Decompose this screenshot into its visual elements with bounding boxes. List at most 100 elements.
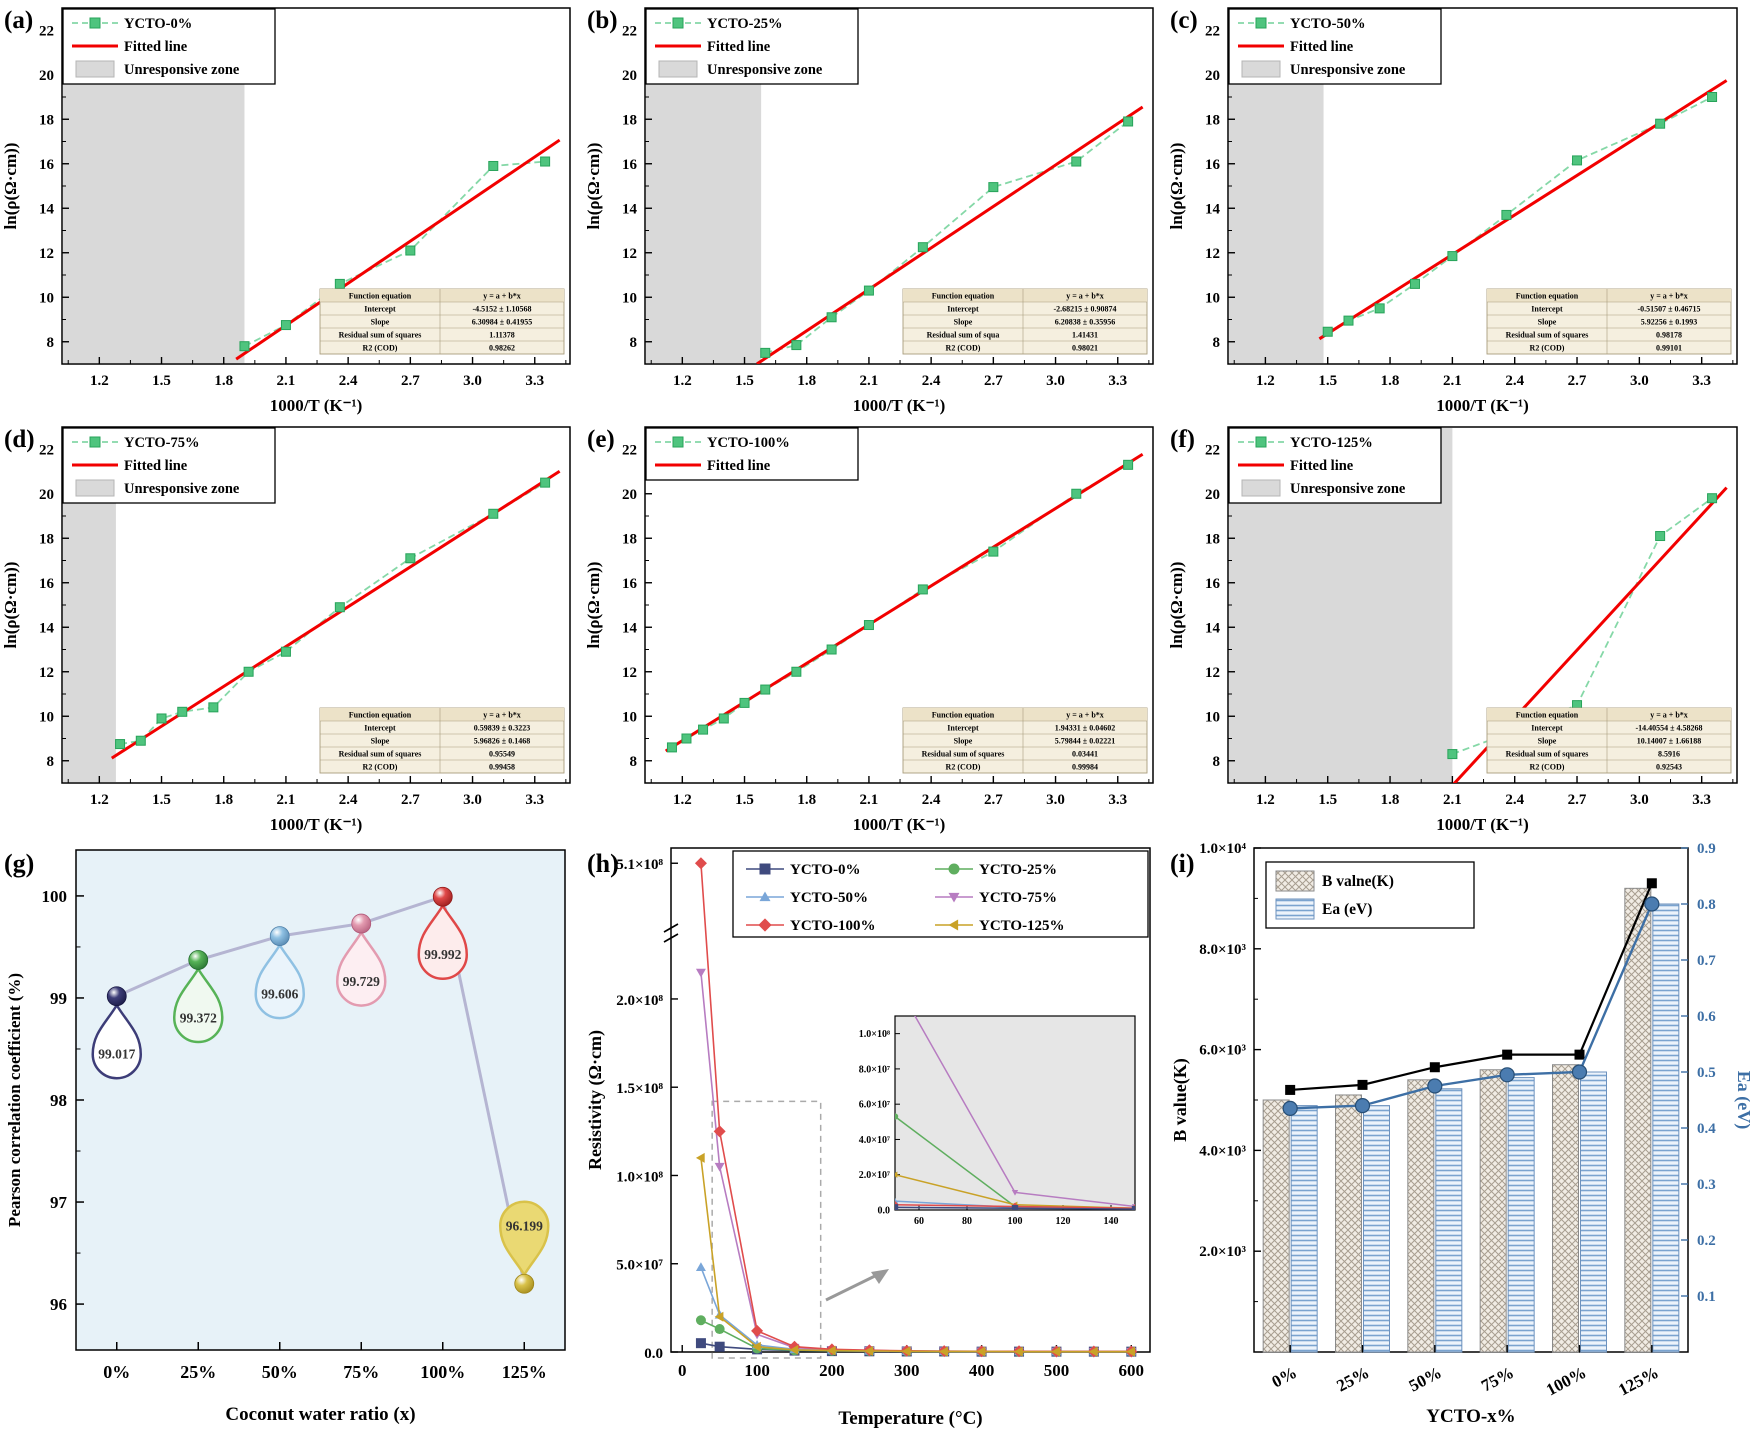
panel-letter: (c) (1170, 7, 1198, 34)
series-marker (948, 892, 960, 903)
label: 2.1 (277, 373, 296, 389)
label: 22 (39, 442, 54, 458)
label: 14 (622, 620, 638, 636)
label: 10 (622, 709, 637, 725)
label: 4.0×10³ (1199, 1143, 1246, 1159)
series-marker (948, 919, 959, 931)
panel-letter: (f) (1170, 426, 1195, 453)
table-cell: 5.79844 ± 0.02221 (1055, 737, 1115, 746)
data-point (1447, 749, 1458, 760)
label: 100% (1543, 1363, 1589, 1400)
ea-bar (1290, 1105, 1318, 1353)
stats-table: Function equation y = a + b*x Intercept 1.9… (902, 707, 1148, 774)
label: 22 (39, 23, 54, 39)
series-marker (713, 1125, 726, 1138)
series-marker (826, 1345, 836, 1356)
label: 14 (1205, 201, 1221, 217)
table-cell: 0.99458 (489, 763, 515, 772)
data-point (188, 950, 209, 970)
label: 100 (1008, 1216, 1023, 1227)
label: 6.0×10³ (1199, 1043, 1246, 1059)
series-marker (695, 1315, 706, 1326)
legend: YCTO-25% Fitted line Unresponsive zone (645, 8, 859, 85)
ea-bar (1435, 1088, 1463, 1353)
plot-background (76, 850, 565, 1350)
series-marker (695, 1152, 705, 1163)
data-series (664, 453, 1144, 753)
axes: 96 97 98 99 100 0% 25% 50% 75% 100% 125% (42, 887, 547, 1382)
ea-line (1282, 896, 1660, 1116)
legend-label: Fitted line (707, 39, 771, 55)
table-cell: y = a + b*x (1650, 711, 1688, 720)
data-point (739, 697, 750, 708)
label: 300 (894, 1361, 920, 1380)
table-cell: 0.99984 (1072, 763, 1098, 772)
table-cell: Slope (371, 737, 390, 746)
label: 20 (1205, 68, 1220, 84)
legend: YCTO-50% Fitted line Unresponsive zone (1228, 8, 1442, 85)
table-cell: Intercept (947, 724, 979, 733)
axes: 1.2 1.5 1.8 2.1 2.4 2.7 3.0 3.3 8 10 12 14 16 18 20 22 (39, 442, 567, 808)
table-cell: Residual sum of squares (1506, 331, 1589, 340)
label: 2.7 (401, 792, 420, 808)
legend-label: B valne(K) (1322, 873, 1394, 890)
label: 1.5 (1318, 373, 1337, 389)
stats-table: Function equation y = a + b*x Intercept 0.5… (319, 707, 565, 774)
panel-letter: (g) (4, 849, 34, 878)
value-droplet (254, 942, 306, 1020)
legend-label: YCTO-75% (979, 890, 1057, 906)
label: 96 (50, 1295, 67, 1314)
label: 3.3 (1108, 792, 1127, 808)
data-point (988, 182, 999, 193)
label: 8 (630, 754, 638, 770)
label: 125% (1615, 1363, 1661, 1400)
data-point (1655, 118, 1666, 129)
x-axis-label: 1000/T (K⁻¹) (270, 815, 363, 834)
label: 25% (1333, 1363, 1372, 1396)
data-point (208, 702, 219, 713)
b-value-bar (1479, 1069, 1507, 1353)
table-cell: y = a + b*x (483, 292, 521, 301)
label: 98 (50, 1091, 67, 1110)
inset-chart: 0.0 2.0×10⁷ 4.0×10⁷ 6.0×10⁷ 8.0×10⁷ 1.0×10⁸ 60… (859, 1015, 1136, 1227)
legend-label: Fitted line (1290, 458, 1354, 474)
series-marker (751, 1324, 764, 1337)
panel-c: 1.2 1.5 1.8 2.1 2.4 2.7 3.0 3.3 8 10 12 14 16 18 20 22 1… (1166, 0, 1750, 419)
label: 1.5 (1318, 792, 1337, 808)
label: 12 (39, 665, 54, 681)
label: 16 (39, 576, 55, 592)
table-cell: Intercept (364, 305, 396, 314)
label: 60 (914, 1216, 924, 1227)
legend-label: YCTO-125% (979, 918, 1065, 934)
label: 100% (420, 1362, 465, 1382)
data-point (1572, 155, 1583, 166)
label: 3.3 (525, 792, 544, 808)
label: 20 (622, 68, 637, 84)
legend: YCTO-0% Fitted line Unresponsive zone (62, 8, 276, 85)
table-cell: 6.20838 ± 0.35956 (1055, 318, 1115, 327)
table-cell: Function equation (1516, 711, 1579, 720)
label: 3.3 (1108, 373, 1127, 389)
series-marker (1131, 1205, 1135, 1210)
panel-letter: (i) (1170, 849, 1195, 878)
label: 1.0×10⁸ (616, 1169, 663, 1185)
label: 0% (1269, 1363, 1300, 1392)
label: 2.7 (984, 792, 1003, 808)
label: 1.0×10⁸ (859, 1029, 890, 1040)
data-point (334, 602, 345, 613)
label: 97 (50, 1193, 68, 1212)
panel-b-chart: 1.2 1.5 1.8 2.1 2.4 2.7 3.0 3.38101214161820221… (584, 7, 1154, 415)
table-cell: R2 (COD) (363, 344, 398, 353)
series-marker (714, 1341, 725, 1352)
legend-label: YCTO-100% (707, 435, 790, 451)
table-cell: Intercept (1531, 305, 1563, 314)
droplet-value: 99.606 (261, 987, 298, 1002)
data-point (1322, 326, 1333, 337)
panel-letter: (h) (587, 849, 619, 878)
label: 2.4 (339, 373, 358, 389)
panel-a-chart: 1.2 1.5 1.8 2.1 2.4 2.7 3.0 3.38101214161820221… (1, 7, 571, 415)
label: 8 (1213, 335, 1221, 351)
series-marker (895, 1113, 899, 1120)
axes: 1.2 1.5 1.8 2.1 2.4 2.7 3.0 3.3 8 10 12 14 16 18 20 22 (1205, 23, 1734, 389)
series-marker (1011, 1205, 1019, 1210)
